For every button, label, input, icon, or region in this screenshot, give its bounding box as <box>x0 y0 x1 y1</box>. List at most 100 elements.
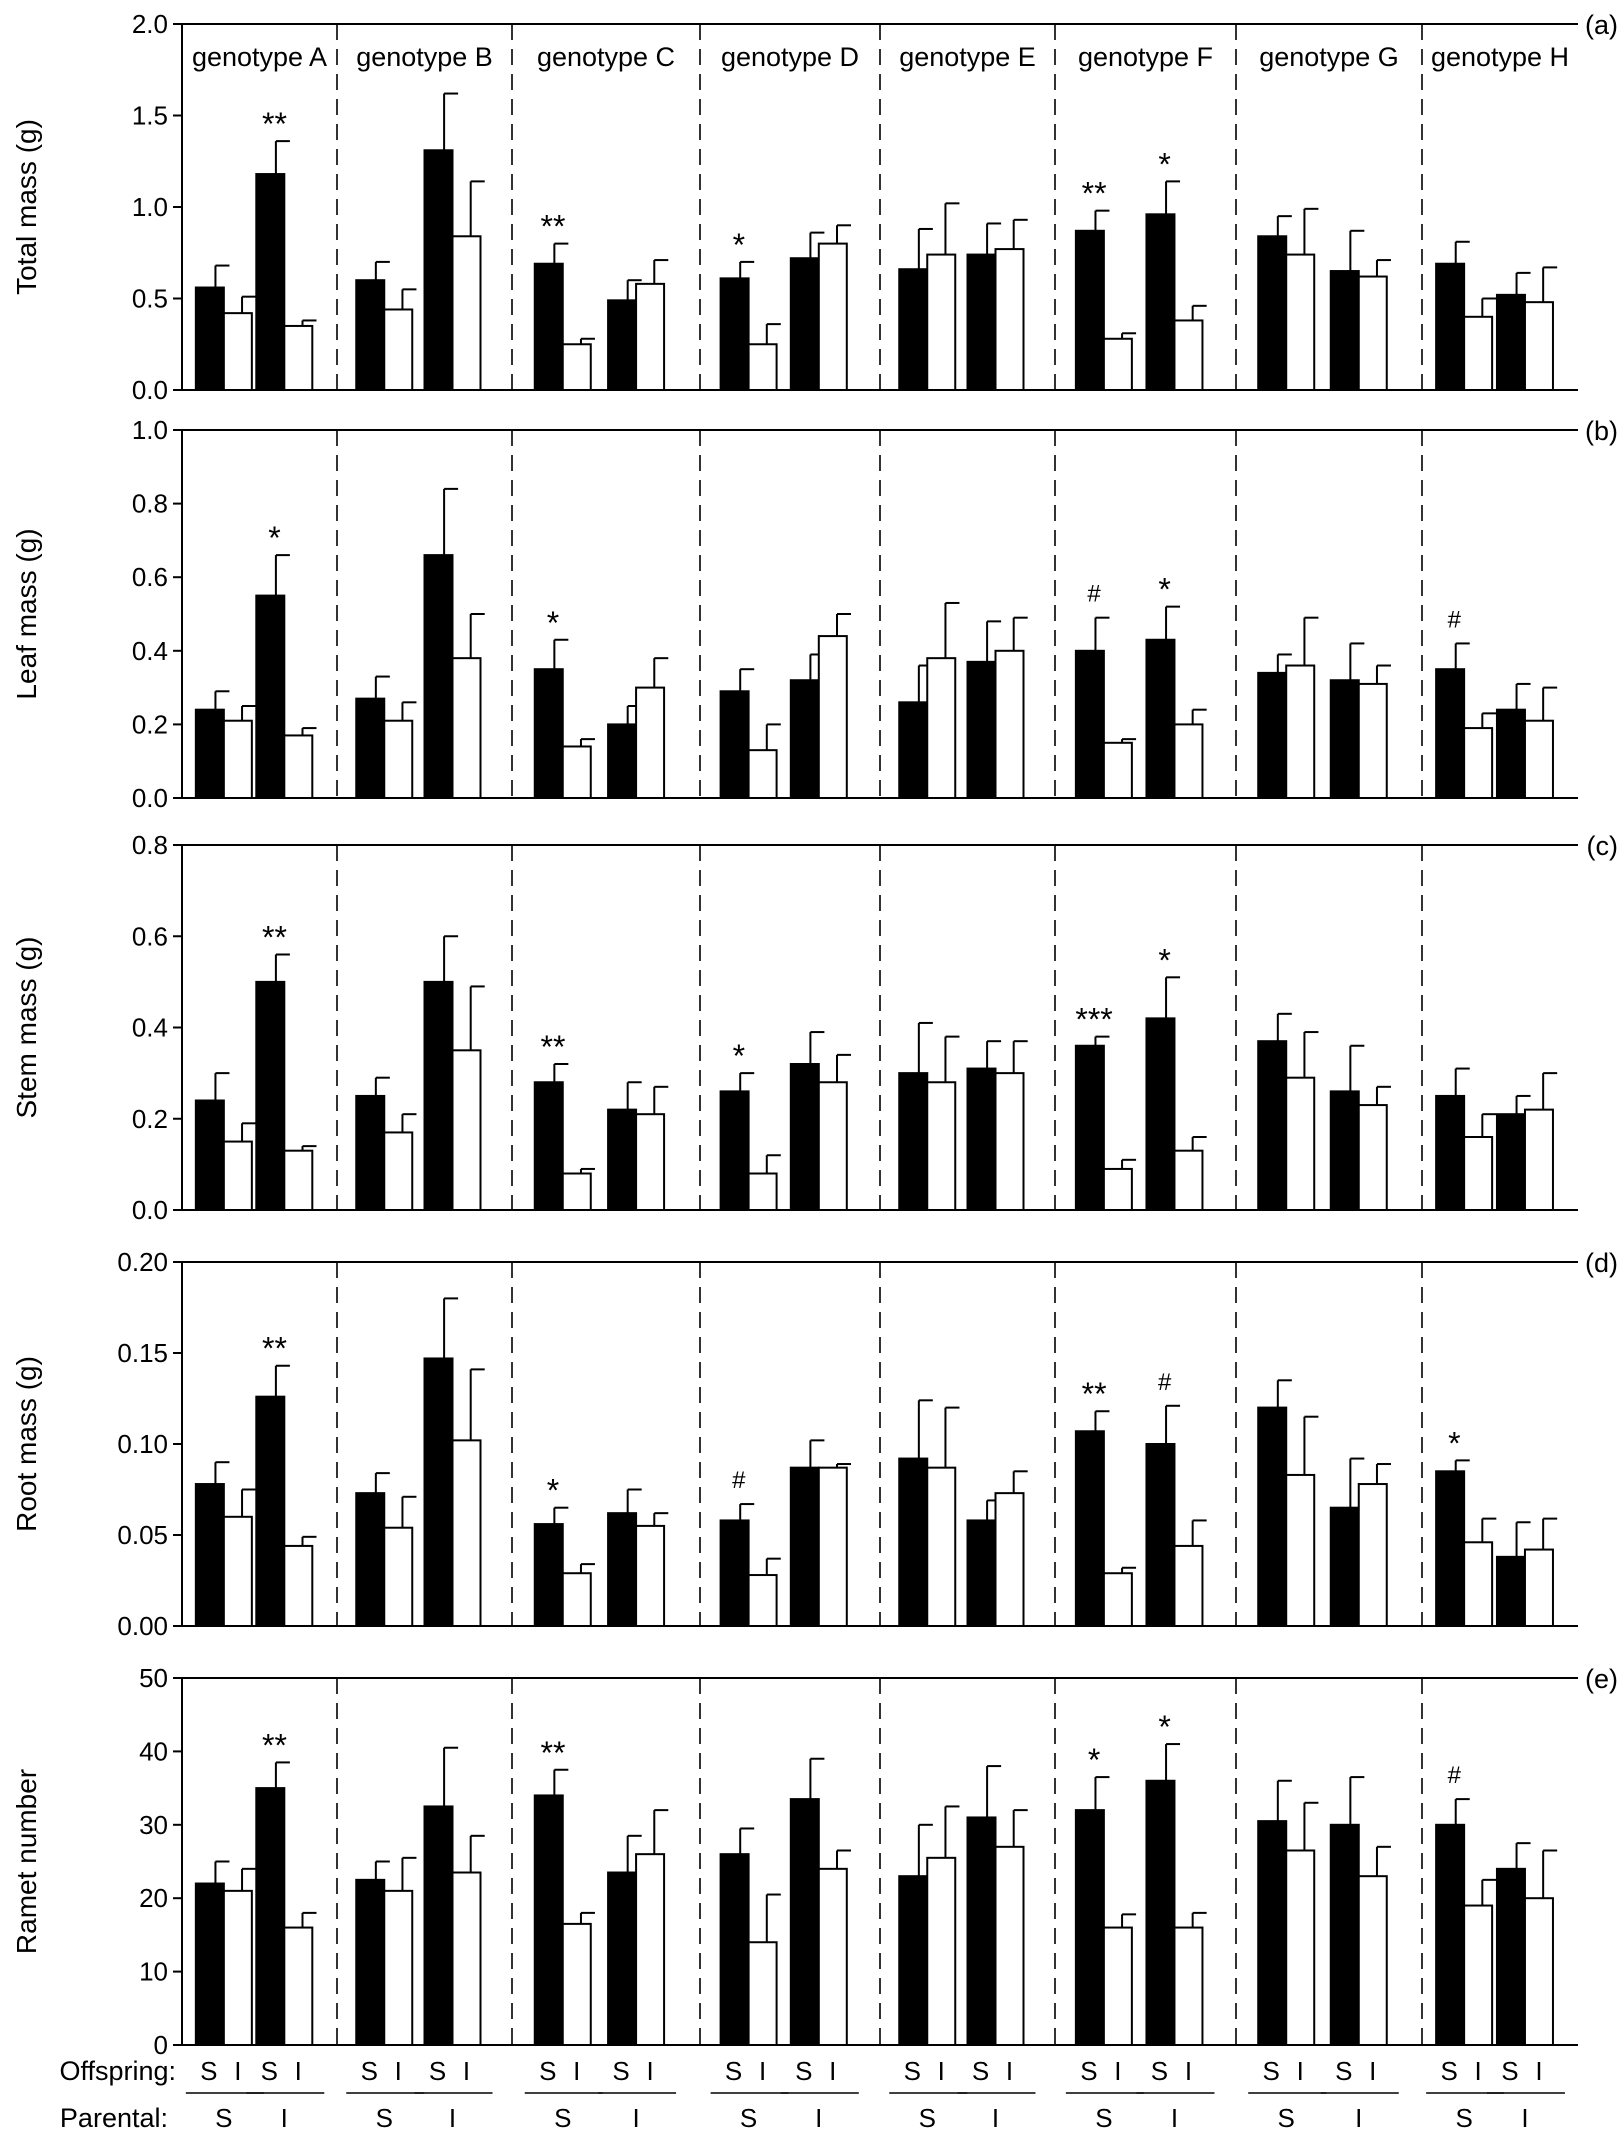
y-tick-label: 0.8 <box>132 489 168 519</box>
parental-label: S <box>376 2103 393 2133</box>
bar-offspring-I <box>926 1856 957 2046</box>
parental-label: I <box>1171 2103 1178 2133</box>
bar-offspring-S <box>789 1063 820 1211</box>
significance-mark: # <box>1448 606 1462 633</box>
bar-offspring-I <box>635 282 666 391</box>
bar-offspring-S <box>1074 1430 1105 1628</box>
offspring-label-S: S <box>1440 2056 1457 2086</box>
offspring-label-S: S <box>1080 2056 1097 2086</box>
bar-offspring-I <box>1173 723 1204 800</box>
bar-offspring-I <box>926 657 957 799</box>
bar-offspring-I <box>283 324 314 392</box>
significance-mark: ** <box>262 106 287 142</box>
bar-offspring-I <box>451 235 482 391</box>
bar-offspring-S <box>355 1094 386 1211</box>
bar-offspring-I <box>451 657 482 799</box>
significance-mark: * <box>1448 1425 1460 1461</box>
bar-offspring-I <box>283 734 314 800</box>
bar-offspring-I <box>817 242 848 391</box>
bar-offspring-S <box>1495 1555 1526 1627</box>
bar-offspring-S <box>1435 1823 1466 2047</box>
offspring-label-I: I <box>646 2056 653 2086</box>
bar-offspring-S <box>194 1882 225 2047</box>
bar-offspring-I <box>561 745 592 799</box>
offspring-label-S: S <box>972 2056 989 2086</box>
significance-mark: ** <box>1082 1376 1107 1412</box>
bar-offspring-S <box>898 1072 929 1211</box>
bar-offspring-I <box>926 1466 957 1628</box>
y-tick-label: 0.6 <box>132 921 168 951</box>
significance-mark: * <box>733 1038 745 1074</box>
genotype-label: genotype C <box>537 42 675 72</box>
offspring-label-S: S <box>1263 2056 1280 2086</box>
offspring-label-S: S <box>1501 2056 1518 2086</box>
offspring-label-I: I <box>1369 2056 1376 2086</box>
y-tick-label: 40 <box>139 1736 168 1766</box>
bar-offspring-S <box>1145 1779 1176 2046</box>
bar-offspring-I <box>1523 1548 1554 1628</box>
significance-mark: # <box>1448 1762 1462 1789</box>
y-tick-label: 0.05 <box>117 1520 168 1550</box>
offspring-row-title: Offspring: <box>59 2056 176 2086</box>
bar-offspring-S <box>533 1523 564 1627</box>
bar-offspring-S <box>1145 638 1176 800</box>
y-tick-label: 0.0 <box>132 783 168 813</box>
bar-offspring-I <box>1357 1104 1388 1211</box>
y-axis-title: Total mass (g) <box>11 119 42 295</box>
y-tick-label: 1.0 <box>132 192 168 222</box>
bar-offspring-I <box>635 686 666 799</box>
bar-offspring-S <box>194 1483 225 1628</box>
genotype-label: genotype B <box>356 42 493 72</box>
bar-offspring-I <box>1357 275 1388 392</box>
bar-offspring-S <box>423 149 454 391</box>
significance-mark: # <box>1087 581 1101 608</box>
bar-offspring-I <box>1463 315 1494 391</box>
bar-offspring-I <box>1463 1904 1494 2047</box>
significance-mark: * <box>733 227 745 263</box>
offspring-label-I: I <box>1297 2056 1304 2086</box>
bar-offspring-I <box>1463 1136 1494 1211</box>
panel-b: 0.0 0.2 0.4 0.6 0.8 1.0 Leaf mass (g) (b) * * # * # <box>11 415 1618 813</box>
bar-offspring-S <box>255 173 286 391</box>
bar-offspring-S <box>1435 668 1466 800</box>
offspring-label-I: I <box>829 2056 836 2086</box>
bar-offspring-I <box>635 1524 666 1628</box>
y-tick-label: 0.15 <box>117 1338 168 1368</box>
panel-label: (a) <box>1585 10 1618 40</box>
bar-offspring-S <box>1257 671 1288 800</box>
genotype-label: genotype F <box>1078 42 1213 72</box>
bar-offspring-S <box>966 1519 997 1627</box>
bar-offspring-S <box>194 1099 225 1211</box>
y-tick-label: 2.0 <box>132 9 168 39</box>
bar-offspring-S <box>789 1466 820 1628</box>
bar-offspring-S <box>1257 235 1288 391</box>
bar-offspring-S <box>719 1090 750 1211</box>
y-tick-label: 0.8 <box>132 830 168 860</box>
bar-offspring-S <box>607 723 638 800</box>
y-axis-title: Stem mass (g) <box>11 936 42 1118</box>
bar-offspring-S <box>1145 1017 1176 1211</box>
parental-label: I <box>1521 2103 1528 2133</box>
y-axis-title: Leaf mass (g) <box>11 528 42 699</box>
bar-offspring-S <box>355 1492 386 1628</box>
bar-offspring-I <box>561 343 592 391</box>
significance-mark: * <box>547 605 559 641</box>
parental-label: I <box>632 2103 639 2133</box>
bar-offspring-I <box>1463 1541 1494 1628</box>
bar-offspring-I <box>994 649 1025 799</box>
bar-offspring-S <box>355 697 386 800</box>
bar-offspring-I <box>1357 682 1388 799</box>
offspring-label-S: S <box>361 2056 378 2086</box>
bar-offspring-S <box>719 690 750 800</box>
bar-offspring-S <box>719 1853 750 2047</box>
offspring-label-I: I <box>938 2056 945 2086</box>
bar-offspring-S <box>355 1878 386 2046</box>
bar-offspring-I <box>994 1072 1025 1211</box>
offspring-label-I: I <box>463 2056 470 2086</box>
bar-offspring-I <box>1523 1897 1554 2046</box>
bar-offspring-I <box>1523 719 1554 799</box>
bar-offspring-I <box>222 719 253 799</box>
bar-offspring-I <box>1102 1572 1133 1627</box>
bar-offspring-I <box>1173 1926 1204 2047</box>
